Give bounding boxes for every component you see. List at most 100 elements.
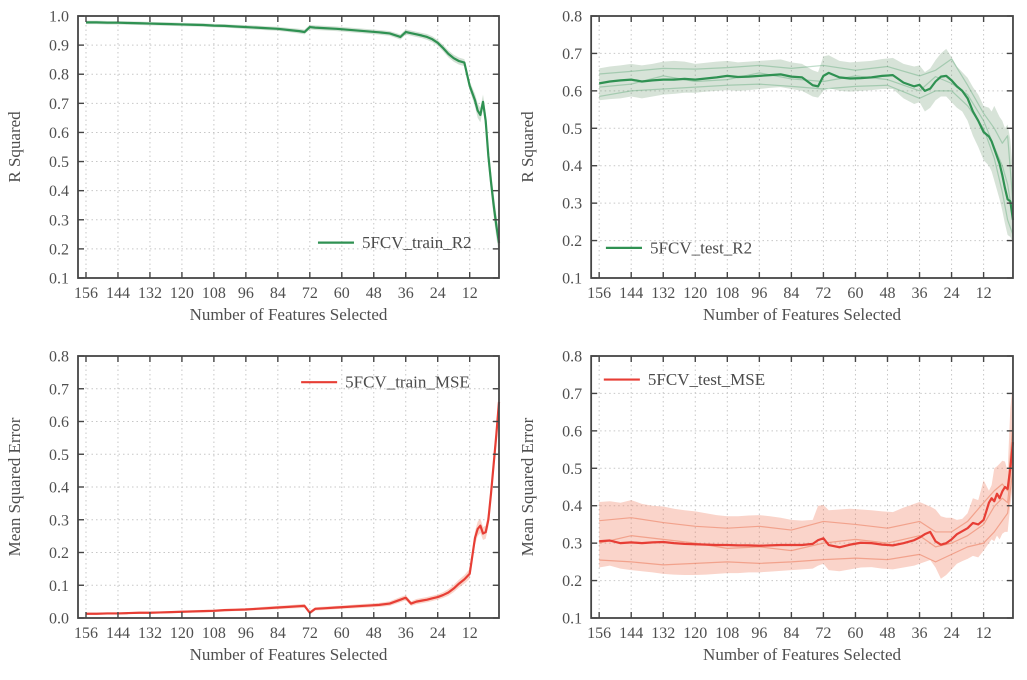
chart-5fcv-train-mse: 156 144 132 120 108 96 84 72 60 48 36 24 12 0.0 0.1 0.2… [0,340,513,680]
test-r2-confidence-band [599,48,1013,243]
x-tick-label: 120 [683,625,707,642]
x-tick-label: 132 [138,285,162,302]
y-tick-label: 0.7 [49,381,69,398]
test-mse-mean-line [599,441,1015,549]
x-tick-label: 72 [302,625,318,642]
y-tick-label: 0.1 [49,271,69,288]
x-tick-label: 132 [138,625,162,642]
test-r2-fold-line [599,58,1014,204]
x-tick-label: 156 [74,285,98,302]
y-tick-label: 0.4 [49,480,69,497]
y-tick-label: 0.5 [49,447,69,464]
y-tick-label: 0.8 [562,9,582,26]
x-tick-label: 12 [976,625,992,642]
y-tick-label: 0.4 [49,183,69,200]
x-tick-label: 120 [170,285,194,302]
y-tick-label: 0.2 [49,241,69,258]
x-tick-label: 48 [366,625,382,642]
x-tick-label: 108 [715,625,739,642]
x-tick-label: 24 [430,285,446,302]
x-tick-label: 48 [879,285,895,302]
x-tick-label: 108 [202,285,226,302]
x-axis-label: Number of Features Selected [703,305,901,324]
x-tick-label: 144 [619,625,643,642]
legend-label: 5FCV_train_R2 [362,233,472,252]
x-tick-label: 84 [270,625,286,642]
x-tick-label: 60 [334,625,350,642]
y-axis-label: R Squared [5,111,24,183]
y-tick-label: 1.0 [49,9,69,26]
x-tick-label: 120 [683,285,707,302]
y-tick-label: 0.8 [562,349,582,366]
test-r2-fold-line [599,83,1014,236]
legend-label: 5FCV_train_MSE [345,373,470,392]
x-tick-label: 72 [815,625,831,642]
x-tick-label: 144 [619,285,643,302]
train-mse-mean-line [85,401,501,615]
x-tick-label: 144 [106,285,130,302]
x-tick-label: 132 [651,625,675,642]
x-tick-label: 12 [462,625,478,642]
x-tick-label: 108 [715,285,739,302]
y-tick-label: 0.6 [562,83,582,100]
x-tick-label: 84 [783,285,799,302]
y-tick-label: 0.6 [49,414,69,431]
y-axis-label: Mean Squared Error [518,417,537,556]
y-tick-label: 0.7 [562,46,582,63]
train-mse-plot: 156 144 132 120 108 96 84 72 60 48 36 24 12 0.0 0.1 0.2… [5,349,501,664]
x-tick-label: 96 [238,625,254,642]
x-tick-label: 48 [366,285,382,302]
y-tick-label: 0.8 [49,349,69,366]
test-r2-plot: 156 144 132 120 108 96 84 72 60 48 36 24 12 0.1 0.2 0.3… [518,9,1015,324]
axes-frame [590,355,1014,619]
y-tick-label: 0.4 [562,498,582,515]
x-tick-label: 108 [202,625,226,642]
x-tick-label: 60 [334,285,350,302]
x-tick-label: 24 [430,625,446,642]
y-tick-label: 0.1 [562,611,582,628]
x-tick-label: 72 [302,285,318,302]
x-axis-label: Number of Features Selected [190,305,388,324]
x-axis-label: Number of Features Selected [703,645,901,664]
legend-label: 5FCV_test_R2 [650,238,752,257]
x-tick-label: 156 [587,285,611,302]
y-tick-label: 0.2 [562,573,582,590]
y-tick-label: 0.9 [49,38,69,55]
y-tick-label: 0.3 [562,536,582,553]
y-tick-label: 0.7 [562,386,582,403]
test-mse-plot: 156 144 132 120 108 96 84 72 60 48 36 24 12 0.1 0.2 0.3… [518,349,1015,664]
train-r2-confidence-band [85,20,500,255]
x-tick-label: 84 [783,625,799,642]
x-tick-label: 36 [398,625,414,642]
x-tick-label: 60 [847,285,863,302]
axes-frame [77,15,500,279]
x-tick-label: 120 [170,625,194,642]
x-tick-label: 12 [976,285,992,302]
chart-5fcv-train-r2: 156 144 132 120 108 96 84 72 60 48 36 24 12 0.1 0.2 0.3… [0,0,513,340]
x-tick-label: 12 [462,285,478,302]
x-tick-label: 144 [106,625,130,642]
train-r2-mean-line [85,21,501,244]
y-tick-label: 0.5 [49,154,69,171]
x-tick-label: 24 [944,285,960,302]
test-mse-fold-line [599,468,1014,566]
x-tick-label: 60 [847,625,863,642]
x-axis-label: Number of Features Selected [190,645,388,664]
y-axis-label: R Squared [518,111,537,183]
test-mse-fold-line [599,423,1014,533]
x-tick-label: 156 [74,625,98,642]
y-tick-label: 0.6 [49,125,69,142]
y-tick-label: 0.3 [49,512,69,529]
chart-5fcv-test-r2: 156 144 132 120 108 96 84 72 60 48 36 24 12 0.1 0.2 0.3… [513,0,1027,340]
y-tick-label: 0.1 [562,271,582,288]
y-tick-label: 0.4 [562,158,582,175]
y-tick-label: 0.2 [562,233,582,250]
y-axis-label: Mean Squared Error [5,417,24,556]
legend-label: 5FCV_test_MSE [648,370,765,389]
y-tick-label: 0.5 [562,121,582,138]
y-tick-label: 0.5 [562,461,582,478]
y-tick-label: 0.2 [49,545,69,562]
x-tick-label: 96 [238,285,254,302]
x-tick-label: 84 [270,285,286,302]
